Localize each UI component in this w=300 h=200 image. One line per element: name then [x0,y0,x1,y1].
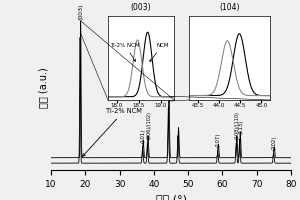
Text: (202): (202) [272,135,277,149]
Text: (113): (113) [239,120,244,134]
Text: (104): (104) [219,3,240,12]
X-axis label: 角度 (°): 角度 (°) [155,194,187,200]
Text: (107): (107) [216,132,221,147]
Text: (105)/(104): (105)/(104) [167,71,172,99]
Text: (108)/(110): (108)/(110) [235,111,240,139]
Text: Ti-2% NCM: Ti-2% NCM [110,43,140,61]
Text: NCM: NCM [150,43,169,62]
Text: (101): (101) [141,128,146,143]
Text: (006)/(102): (006)/(102) [146,111,152,139]
Text: (003): (003) [78,3,83,20]
Y-axis label: 強度 (a.u.): 強度 (a.u.) [38,68,48,108]
Text: Ti-2% NCM: Ti-2% NCM [82,108,142,156]
Text: (003): (003) [131,3,151,12]
